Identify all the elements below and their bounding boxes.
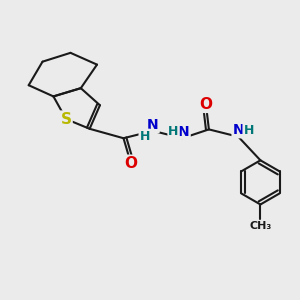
Text: H: H [140,130,150,143]
Text: N: N [178,125,190,139]
Text: S: S [61,112,72,127]
Text: N: N [147,118,159,132]
Text: CH₃: CH₃ [249,221,272,231]
Text: O: O [200,97,212,112]
Text: O: O [124,156,137,171]
Text: H: H [168,125,179,138]
Text: H: H [244,124,254,137]
Text: N: N [232,123,244,137]
